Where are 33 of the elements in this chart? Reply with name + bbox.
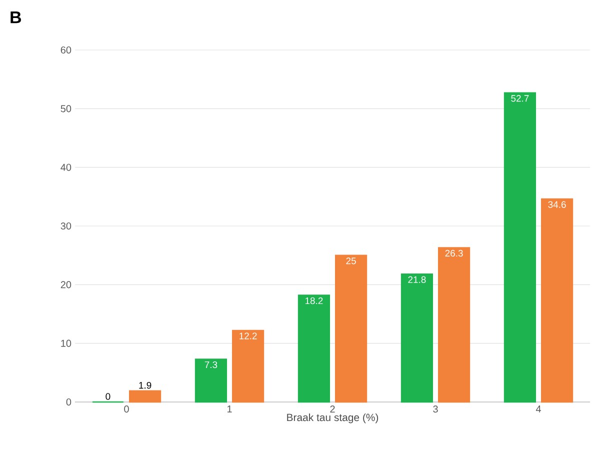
bar	[400, 274, 434, 403]
y-tick-label: 60	[60, 46, 72, 54]
bar	[334, 254, 368, 403]
y-tick-label: 20	[60, 281, 72, 288]
x-tick-label: 3	[433, 406, 438, 413]
data-label: 25	[346, 258, 356, 264]
bar	[540, 198, 574, 403]
y-tick-label: 30	[60, 222, 72, 230]
x-tick-label: 4	[536, 406, 541, 412]
x-tick-label: 2	[330, 406, 335, 412]
data-label: 12.2	[240, 332, 257, 340]
y-tick-label: 40	[60, 164, 72, 171]
bar	[128, 390, 162, 403]
y-tick-label: 50	[60, 105, 72, 112]
data-label: 34.6	[548, 201, 566, 208]
data-label: 52.7	[511, 95, 529, 102]
data-label: 1.9	[139, 382, 152, 389]
chart-title: B	[10, 12, 21, 24]
bar	[298, 294, 330, 403]
data-label: 7.3	[204, 361, 218, 368]
x-axis-title: Braak tau stage (%)	[287, 413, 378, 424]
bar	[504, 92, 536, 403]
bar	[232, 330, 264, 403]
x-tick-label: 0	[124, 406, 129, 413]
y-tick-label: 0	[66, 398, 72, 406]
data-label: 21.8	[408, 276, 426, 284]
y-tick-label: 10	[61, 340, 72, 347]
bar	[438, 247, 470, 403]
data-label: 26.3	[445, 250, 463, 257]
x-tick-label: 1	[228, 406, 232, 412]
bar	[194, 358, 228, 403]
data-label: 0	[106, 393, 110, 400]
data-label: 18.2	[305, 297, 323, 304]
